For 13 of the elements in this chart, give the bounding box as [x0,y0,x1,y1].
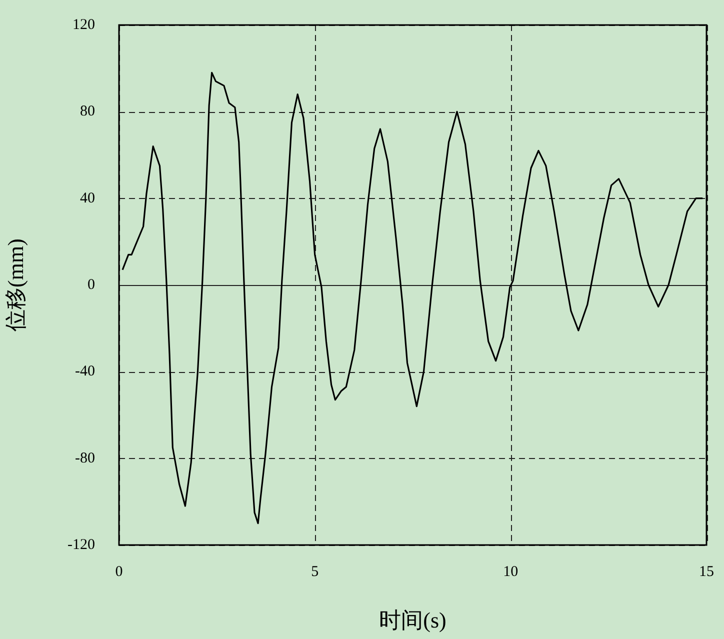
y-tick-label: -40 [75,364,95,380]
y-tick-label: 0 [88,276,95,293]
x-tick-label: 0 [115,564,123,580]
y-tick-label: -120 [68,536,95,553]
x-axis-title: 时间(s) [379,608,446,633]
y-tick-label: 80 [80,104,95,120]
y-tick-label: -80 [75,450,95,466]
x-tick-label: 5 [311,564,319,580]
x-tick-label: 15 [699,564,714,580]
y-tick-label: 40 [80,190,95,206]
x-tick-label: 10 [503,564,518,580]
y-tick-label: 120 [72,16,95,33]
y-axis-title: 位移(mm) [2,238,28,332]
